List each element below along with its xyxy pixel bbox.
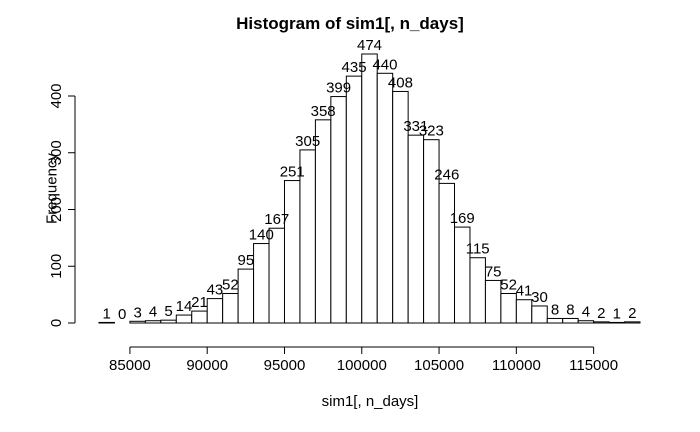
- histogram-bar: [407, 134, 425, 324]
- histogram-bar: [98, 321, 115, 324]
- y-tick-label: 200: [48, 197, 65, 222]
- bar-count-label: 305: [295, 133, 320, 150]
- histogram-bar: [531, 305, 548, 324]
- histogram-bar: [500, 292, 517, 324]
- bar-count-label: 1: [103, 305, 111, 322]
- histogram-bar: [253, 243, 270, 324]
- histogram-bar: [438, 182, 456, 324]
- bar-count-label: 3: [133, 304, 141, 321]
- x-tick-label: 95000: [264, 357, 306, 374]
- bar-count-label: 43: [207, 282, 224, 299]
- bar-count-label: 323: [419, 123, 444, 140]
- bar-count-label: 1: [613, 305, 621, 322]
- y-axis: 0 100 200 300 400: [48, 83, 76, 327]
- bar-labels-group: 1 0 3 4 5 14214352951401672513053583994354744…: [103, 37, 637, 323]
- bar-count-label: 4: [149, 304, 157, 321]
- bar-count-label: 115: [466, 241, 490, 258]
- histogram-bar: [129, 320, 146, 324]
- bar-count-label: 169: [450, 210, 475, 227]
- bar-count-label: 8: [566, 301, 574, 318]
- y-tick-label: 100: [48, 254, 65, 279]
- bar-count-label: 140: [249, 227, 274, 244]
- histogram-bar: [624, 321, 641, 324]
- histogram-bar: [160, 319, 177, 324]
- histogram-bar: [345, 75, 363, 324]
- histogram-bar: [237, 268, 255, 324]
- bar-count-label: 246: [434, 166, 459, 183]
- x-tick-label: 110000: [492, 357, 541, 374]
- histogram-bar: [283, 180, 301, 324]
- histogram-bar: [330, 96, 347, 324]
- bars-group: [98, 53, 641, 324]
- bar-count-label: 95: [237, 252, 254, 269]
- bar-count-label: 14: [176, 298, 193, 315]
- x-tick-label: 85000: [109, 357, 151, 374]
- x-tick-label: 105000: [414, 357, 464, 374]
- bar-count-label: 41: [516, 283, 533, 300]
- bar-count-label: 52: [222, 276, 239, 293]
- bar-count-label: 2: [597, 305, 605, 322]
- histogram-bar: [206, 298, 224, 324]
- histogram-bar: [577, 320, 595, 324]
- bar-count-label: 167: [264, 211, 289, 228]
- bar-count-label: 331: [403, 118, 428, 135]
- y-tick-label: 300: [48, 140, 65, 165]
- x-tick-label: 115000: [569, 357, 618, 374]
- histogram-bar: [314, 119, 332, 324]
- histogram-bar: [191, 310, 208, 324]
- histogram-bar: [175, 314, 193, 324]
- bar-count-label: 408: [388, 74, 413, 91]
- bar-count-label: 21: [191, 294, 208, 311]
- bar-count-label: 251: [280, 164, 305, 181]
- histogram-bar: [144, 320, 162, 324]
- histogram-bar: [546, 317, 564, 324]
- histogram-bar: [562, 317, 579, 324]
- histogram-bar: [593, 321, 610, 324]
- bar-count-label: 8: [551, 301, 559, 318]
- bar-count-label: 0: [118, 306, 126, 323]
- x-axis: 85000 90000 95000 100000 105000 110000 115000: [109, 346, 618, 374]
- bar-count-label: 440: [372, 56, 397, 73]
- bar-count-label: 52: [500, 276, 517, 293]
- chart-title: Histogram of sim1[, n_days]: [236, 14, 464, 33]
- x-tick-label: 100000: [337, 357, 387, 374]
- bar-count-label: 358: [311, 103, 336, 120]
- y-tick-label: 400: [48, 83, 65, 108]
- histogram-bar: [361, 53, 378, 324]
- histogram-bar: [376, 72, 394, 324]
- bar-count-label: 2: [628, 305, 636, 322]
- bar-count-label: 399: [326, 80, 351, 97]
- y-tick-label: 0: [48, 319, 65, 327]
- bar-count-label: 4: [582, 304, 590, 321]
- histogram-bar: [222, 292, 239, 324]
- x-axis-label: sim1[, n_days]: [321, 393, 419, 410]
- x-tick-label: 90000: [186, 357, 228, 374]
- histogram-bar: [515, 299, 533, 324]
- histogram-bar: [469, 257, 486, 324]
- bar-count-label: 30: [531, 289, 548, 306]
- bar-count-label: 5: [164, 303, 172, 320]
- bar-count-label: 435: [342, 59, 367, 76]
- histogram-bar: [484, 279, 502, 324]
- histogram-bar: [608, 321, 626, 324]
- bar-count-label: 75: [485, 263, 502, 280]
- bar-count-label: 474: [357, 37, 382, 54]
